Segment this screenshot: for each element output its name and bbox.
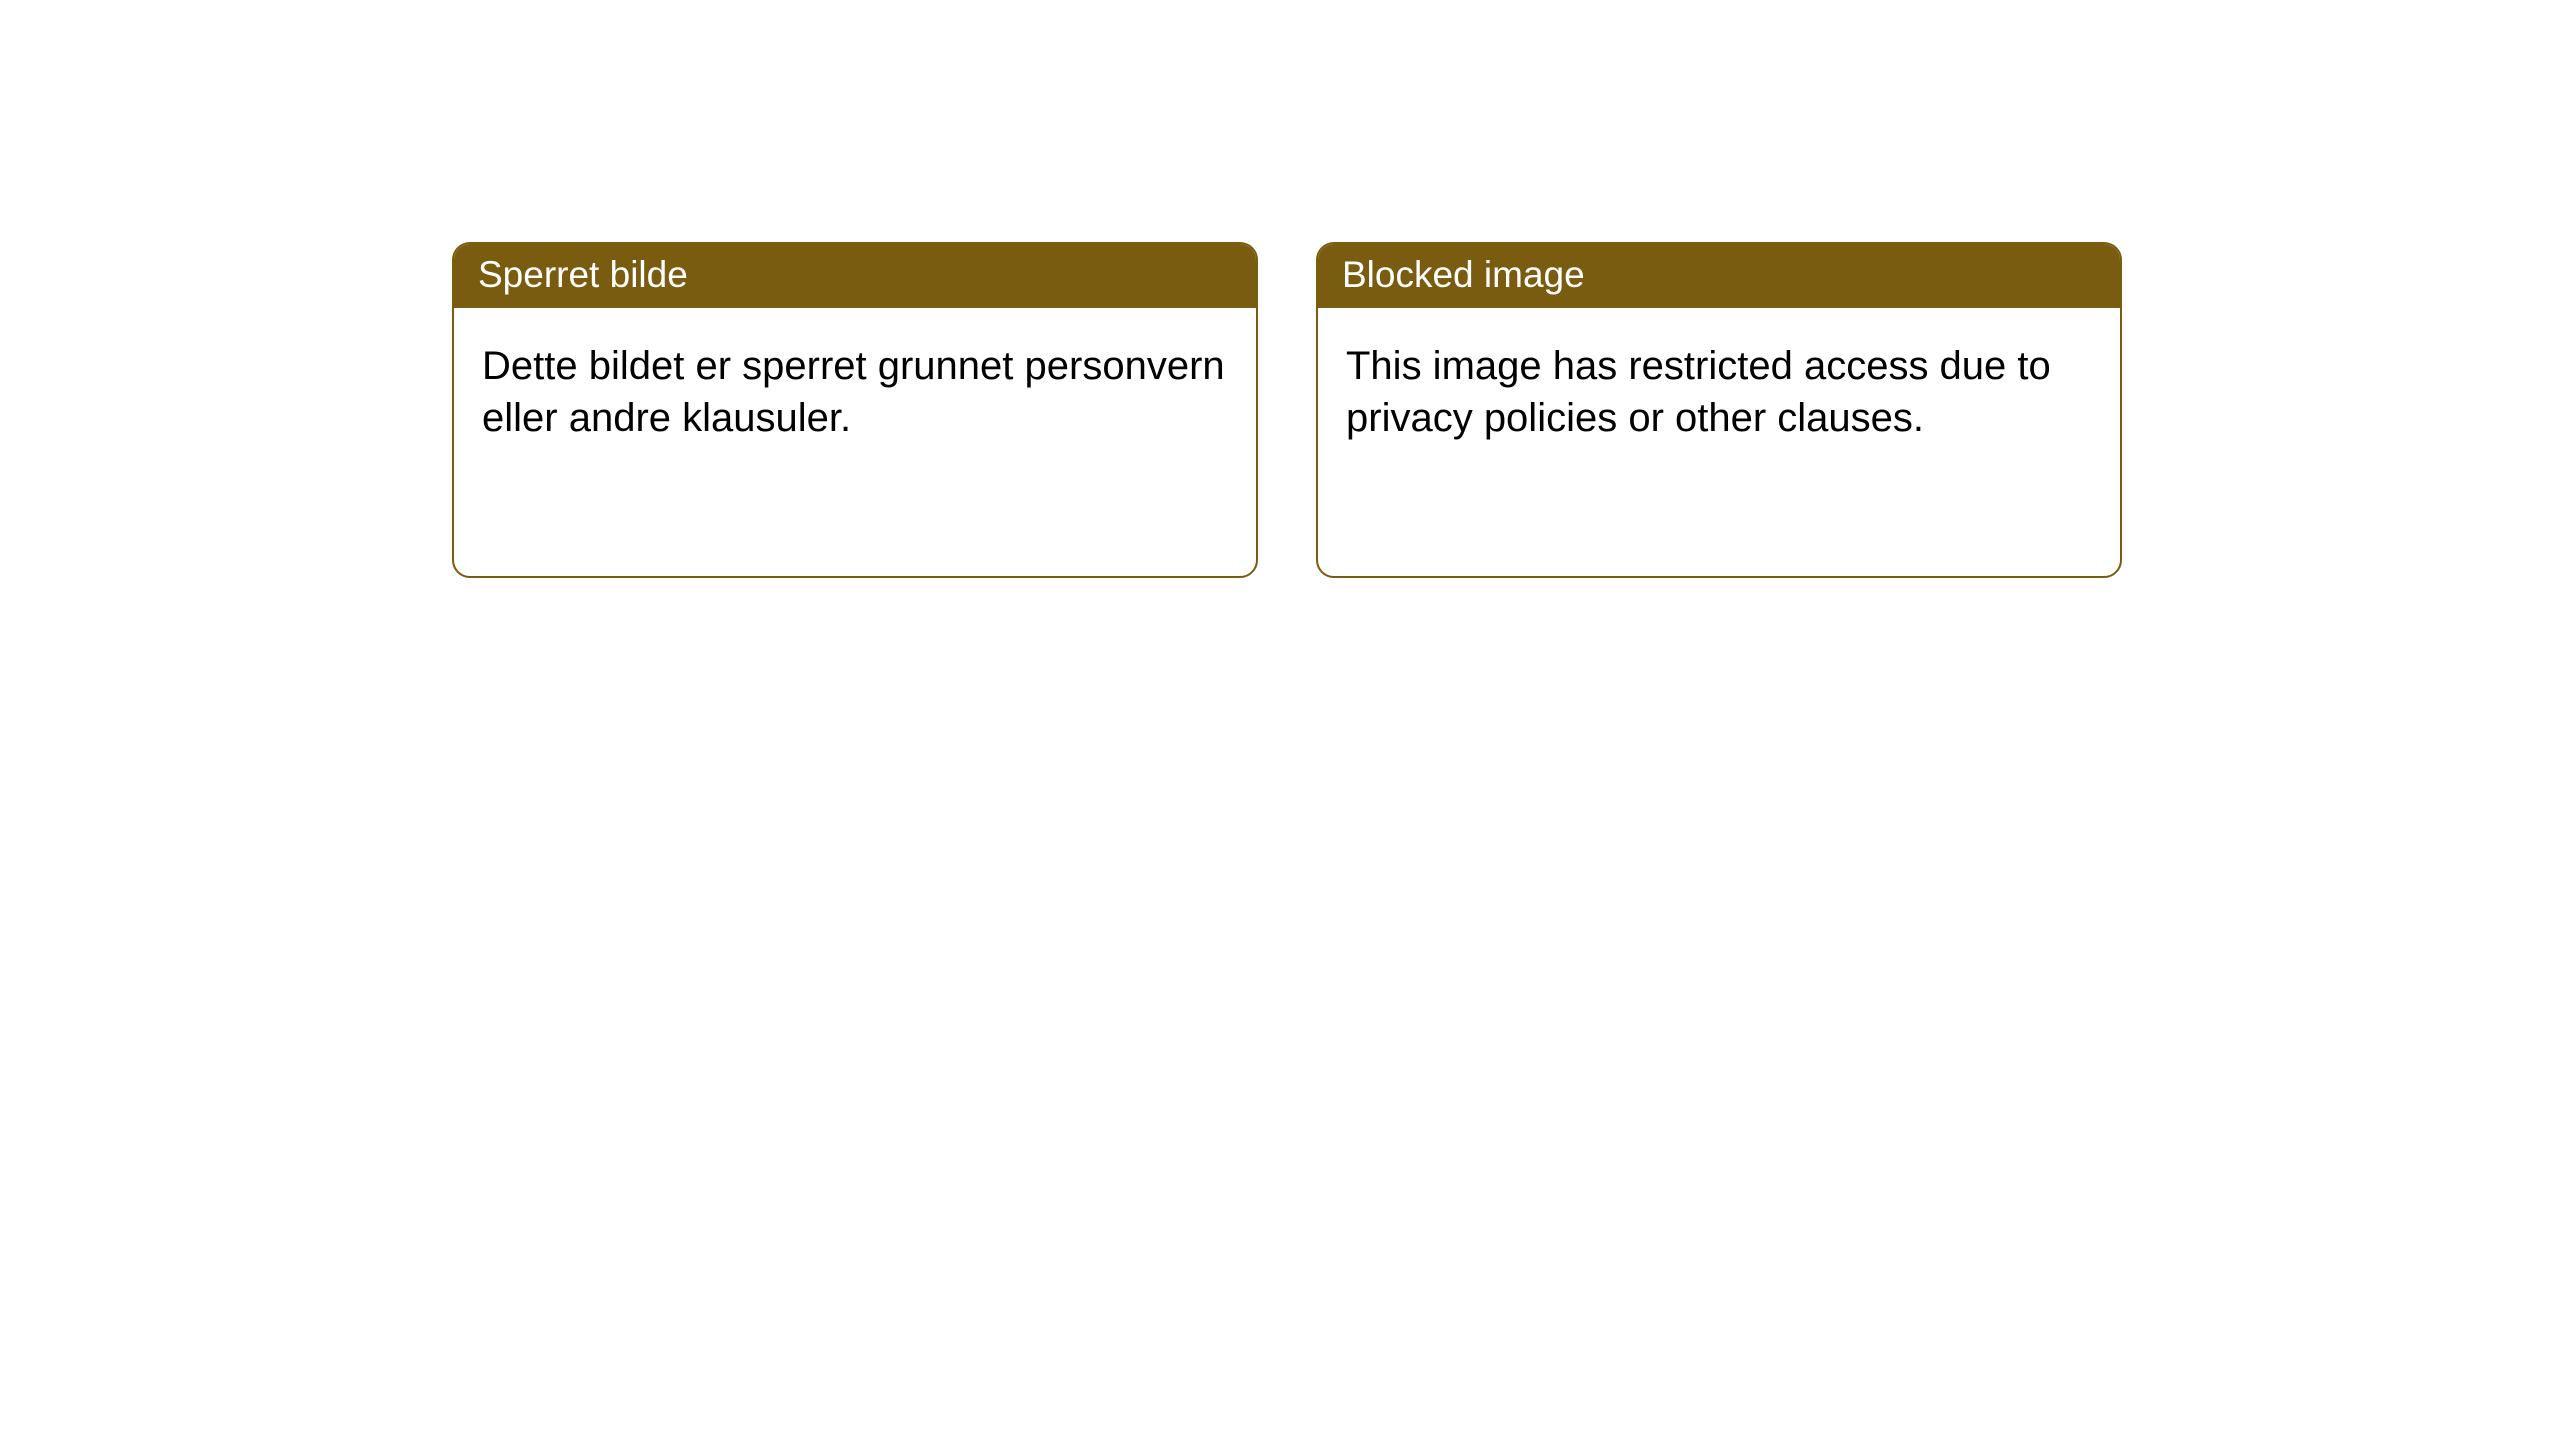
blocked-image-card-en: Blocked image This image has restricted … [1316, 242, 2122, 578]
cards-container: Sperret bilde Dette bildet er sperret gr… [0, 0, 2560, 578]
card-header-en: Blocked image [1318, 244, 2120, 308]
card-header-no: Sperret bilde [454, 244, 1256, 308]
card-body-en: This image has restricted access due to … [1318, 308, 2120, 476]
blocked-image-card-no: Sperret bilde Dette bildet er sperret gr… [452, 242, 1258, 578]
card-body-no: Dette bildet er sperret grunnet personve… [454, 308, 1256, 476]
